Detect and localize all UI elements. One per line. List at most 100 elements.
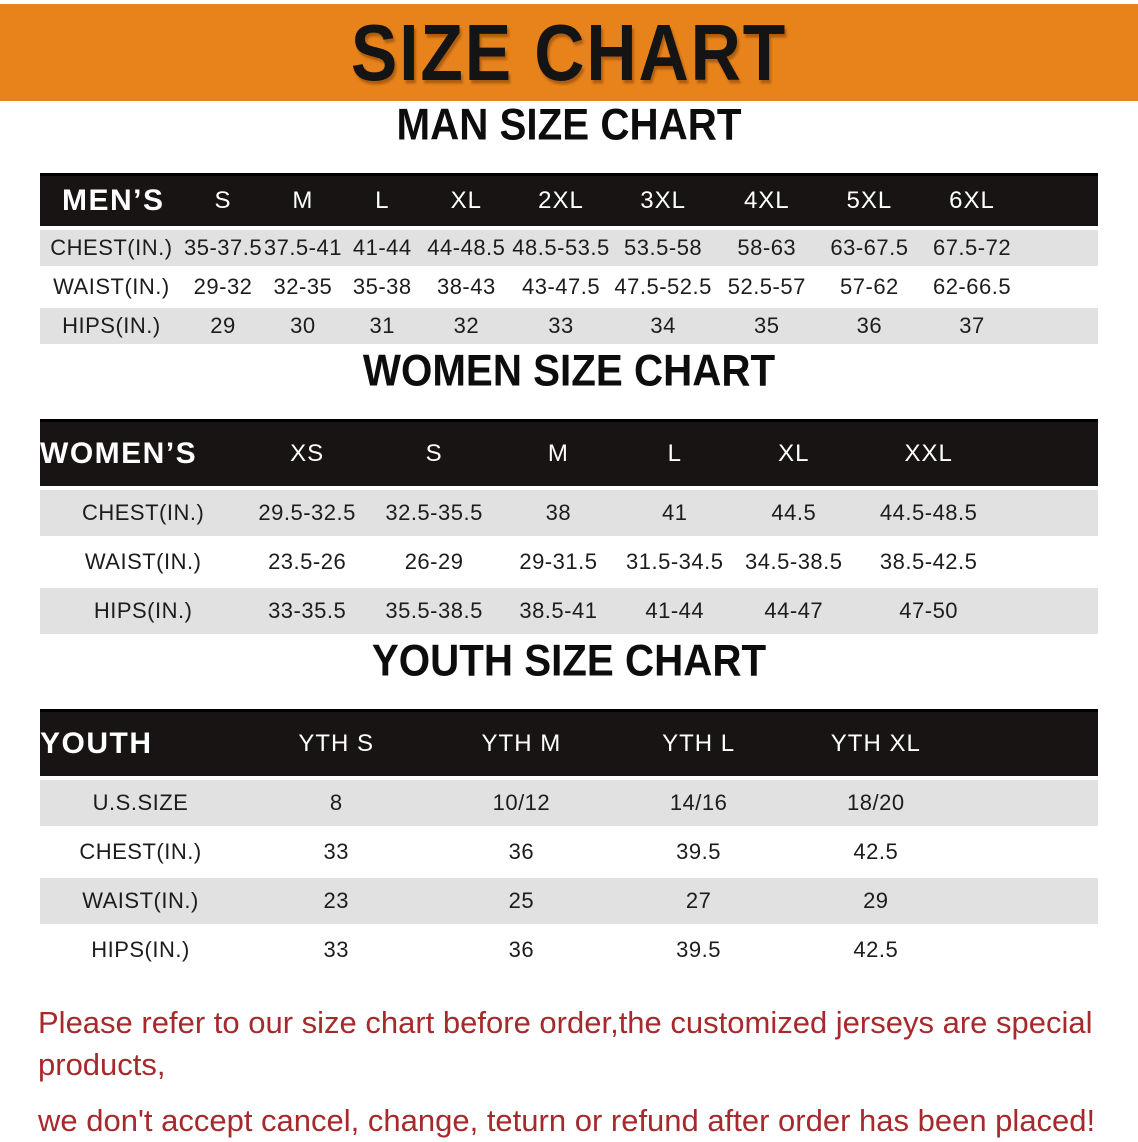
- table-title-cell: MEN’S: [40, 173, 183, 230]
- measurement-value-cell: 33-35.5: [268, 598, 347, 623]
- measurement-value-cell: 47.5-52.5: [614, 274, 712, 299]
- measurement-value-cell: 32.5-35.5: [385, 500, 483, 525]
- measurement-value-cell: 44-47: [764, 598, 824, 623]
- size-header-cell: YTH XL: [785, 709, 966, 780]
- row-filler-cell: [966, 877, 1098, 926]
- row-filler-cell: [1024, 268, 1098, 307]
- measurement-value-cell: 25: [508, 888, 535, 913]
- row-filler-cell: [1003, 488, 1098, 538]
- size-header-cell: 5XL: [818, 173, 921, 230]
- measurement-value-cell: 39.5: [676, 937, 721, 962]
- measurement-row: HIPS(IN.) 33 36 39.5 42.5: [40, 925, 1098, 975]
- row-filler-cell: [966, 778, 1098, 828]
- size-header-cell: M: [500, 419, 617, 490]
- measurement-row: HIPS(IN.) 33-35.5 35.5-38.5 38.5-41 41-44 44-…: [40, 586, 1098, 636]
- measurement-value-cell: 18/20: [847, 790, 905, 815]
- disclaimer-line-1: Please refer to our size chart before or…: [38, 1005, 1093, 1082]
- size-header-cell: L: [616, 419, 733, 490]
- men-size-table: MEN’S S M L XL 2XL 3XL 4XL 5XL 6XL CHEST(IN.) 35-37…: [40, 173, 1098, 347]
- women-size-table: WOMEN’S XS S M L XL XXL CHEST(IN.) 29.5-32.5 32.5…: [40, 419, 1098, 637]
- measurement-value-cell: 48.5-53.5: [512, 235, 610, 260]
- measurement-value-cell: 37: [959, 313, 985, 338]
- measurement-value-cell: 23.5-26: [268, 549, 347, 574]
- size-header-cell: XS: [246, 419, 368, 490]
- measurement-value-cell: 23: [323, 888, 349, 913]
- measurement-value-cell: 14/16: [669, 790, 728, 815]
- measurement-value-cell: 62-66.5: [932, 274, 1012, 299]
- measurement-value-cell: 38.5-41: [519, 598, 598, 623]
- measurement-value-cell: 35: [754, 313, 780, 338]
- size-header-cell: S: [182, 173, 264, 230]
- size-header-row: WOMEN’S XS S M L XL XXL: [40, 419, 1098, 490]
- row-filler-cell: [1024, 228, 1098, 268]
- measurement-value-cell: 67.5-72: [932, 235, 1012, 260]
- row-filler-cell: [966, 828, 1098, 877]
- measurement-label-cell: HIPS(IN.): [62, 313, 161, 338]
- row-filler-cell: [1003, 587, 1098, 636]
- measurement-value-cell: 41: [662, 500, 688, 525]
- measurement-value-cell: 37.5-41: [263, 235, 342, 260]
- measurement-row: WAIST(IN.) 29-32 32-35 35-38 38-43 43-47.5 47.…: [40, 267, 1098, 307]
- measurement-value-cell: 58-63: [737, 235, 797, 260]
- measurement-value-cell: 63-67.5: [830, 235, 909, 260]
- measurement-label-cell: CHEST(IN.): [50, 235, 173, 260]
- women-section-heading: WOMEN SIZE CHART: [362, 345, 776, 396]
- size-header-cell: 6XL: [920, 173, 1024, 230]
- measurement-value-cell: 34: [650, 313, 676, 338]
- measurement-value-cell: 42.5: [853, 937, 899, 962]
- measurement-row: U.S.SIZE 8 10/12 14/16 18/20: [40, 778, 1098, 828]
- measurement-value-cell: 29.5-32.5: [258, 500, 356, 525]
- measurement-value-cell: 33: [323, 937, 349, 962]
- measurement-value-cell: 32: [453, 313, 480, 338]
- measurement-value-cell: 36: [856, 313, 883, 338]
- measurement-label-cell: WAIST(IN.): [53, 274, 170, 299]
- size-header-cell: 4XL: [714, 173, 819, 230]
- measurement-label-cell: CHEST(IN.): [81, 500, 205, 525]
- size-header-cell: M: [263, 173, 343, 230]
- row-filler-cell: [1024, 307, 1098, 346]
- measurement-value-cell: 41-44: [645, 598, 705, 623]
- measurement-value-cell: 32-35: [273, 274, 333, 299]
- size-header-cell: XL: [421, 173, 511, 230]
- measurement-value-cell: 43-47.5: [521, 274, 601, 299]
- size-header-cell: XL: [732, 419, 855, 490]
- size-header-cell: YTH L: [611, 709, 786, 780]
- measurement-row: HIPS(IN.) 29 30 31 32 33 34 35 36 37: [40, 306, 1098, 346]
- measurement-value-cell: 57-62: [840, 274, 899, 299]
- measurement-value-cell: 30: [290, 313, 316, 338]
- row-filler-cell: [1003, 538, 1098, 587]
- measurement-value-cell: 44-48.5: [427, 235, 506, 260]
- measurement-value-cell: 38.5-42.5: [879, 549, 978, 574]
- measurement-value-cell: 47-50: [899, 598, 959, 623]
- measurement-row: CHEST(IN.) 35-37.5 37.5-41 41-44 44-48.5 48.5…: [40, 228, 1098, 268]
- measurement-row: WAIST(IN.) 23.5-26 26-29 29-31.5 31.5-34.5 34…: [40, 537, 1098, 587]
- size-header-cell: L: [342, 173, 422, 230]
- measurement-value-cell: 42.5: [853, 839, 899, 864]
- measurement-value-cell: 41-44: [352, 235, 412, 260]
- measurement-value-cell: 53.5-58: [624, 235, 703, 260]
- measurement-value-cell: 29-31.5: [519, 549, 598, 574]
- header-filler-cell: [1023, 173, 1098, 230]
- size-header-cell: XXL: [854, 419, 1003, 490]
- measurement-value-cell: 38-43: [436, 274, 496, 299]
- size-chart-page: SIZE CHART MAN SIZE CHART MEN’S S M L XL 2XL 3…: [0, 4, 1138, 1142]
- row-filler-cell: [966, 926, 1098, 975]
- measurement-value-cell: 33: [548, 313, 574, 338]
- measurement-row: WAIST(IN.) 23 25 27 29: [40, 876, 1098, 926]
- youth-section-heading: YOUTH SIZE CHART: [371, 635, 767, 686]
- men-section-heading: MAN SIZE CHART: [396, 99, 742, 150]
- measurement-value-cell: 34.5-38.5: [745, 549, 843, 574]
- measurement-value-cell: 36: [508, 937, 535, 962]
- measurement-value-cell: 44.5: [771, 500, 817, 525]
- measurement-value-cell: 33: [323, 839, 349, 864]
- measurement-value-cell: 31: [369, 313, 395, 338]
- measurement-label-cell: U.S.SIZE: [92, 790, 189, 815]
- measurement-label-cell: CHEST(IN.): [79, 839, 202, 864]
- size-header-cell: YTH S: [241, 709, 432, 780]
- measurement-value-cell: 35-38: [352, 274, 412, 299]
- measurement-value-cell: 44.5-48.5: [879, 500, 978, 525]
- measurement-label-cell: HIPS(IN.): [93, 598, 193, 623]
- banner: SIZE CHART: [0, 4, 1138, 101]
- disclaimer: Please refer to our size chart before or…: [38, 1002, 1118, 1142]
- measurement-value-cell: 38: [545, 500, 572, 525]
